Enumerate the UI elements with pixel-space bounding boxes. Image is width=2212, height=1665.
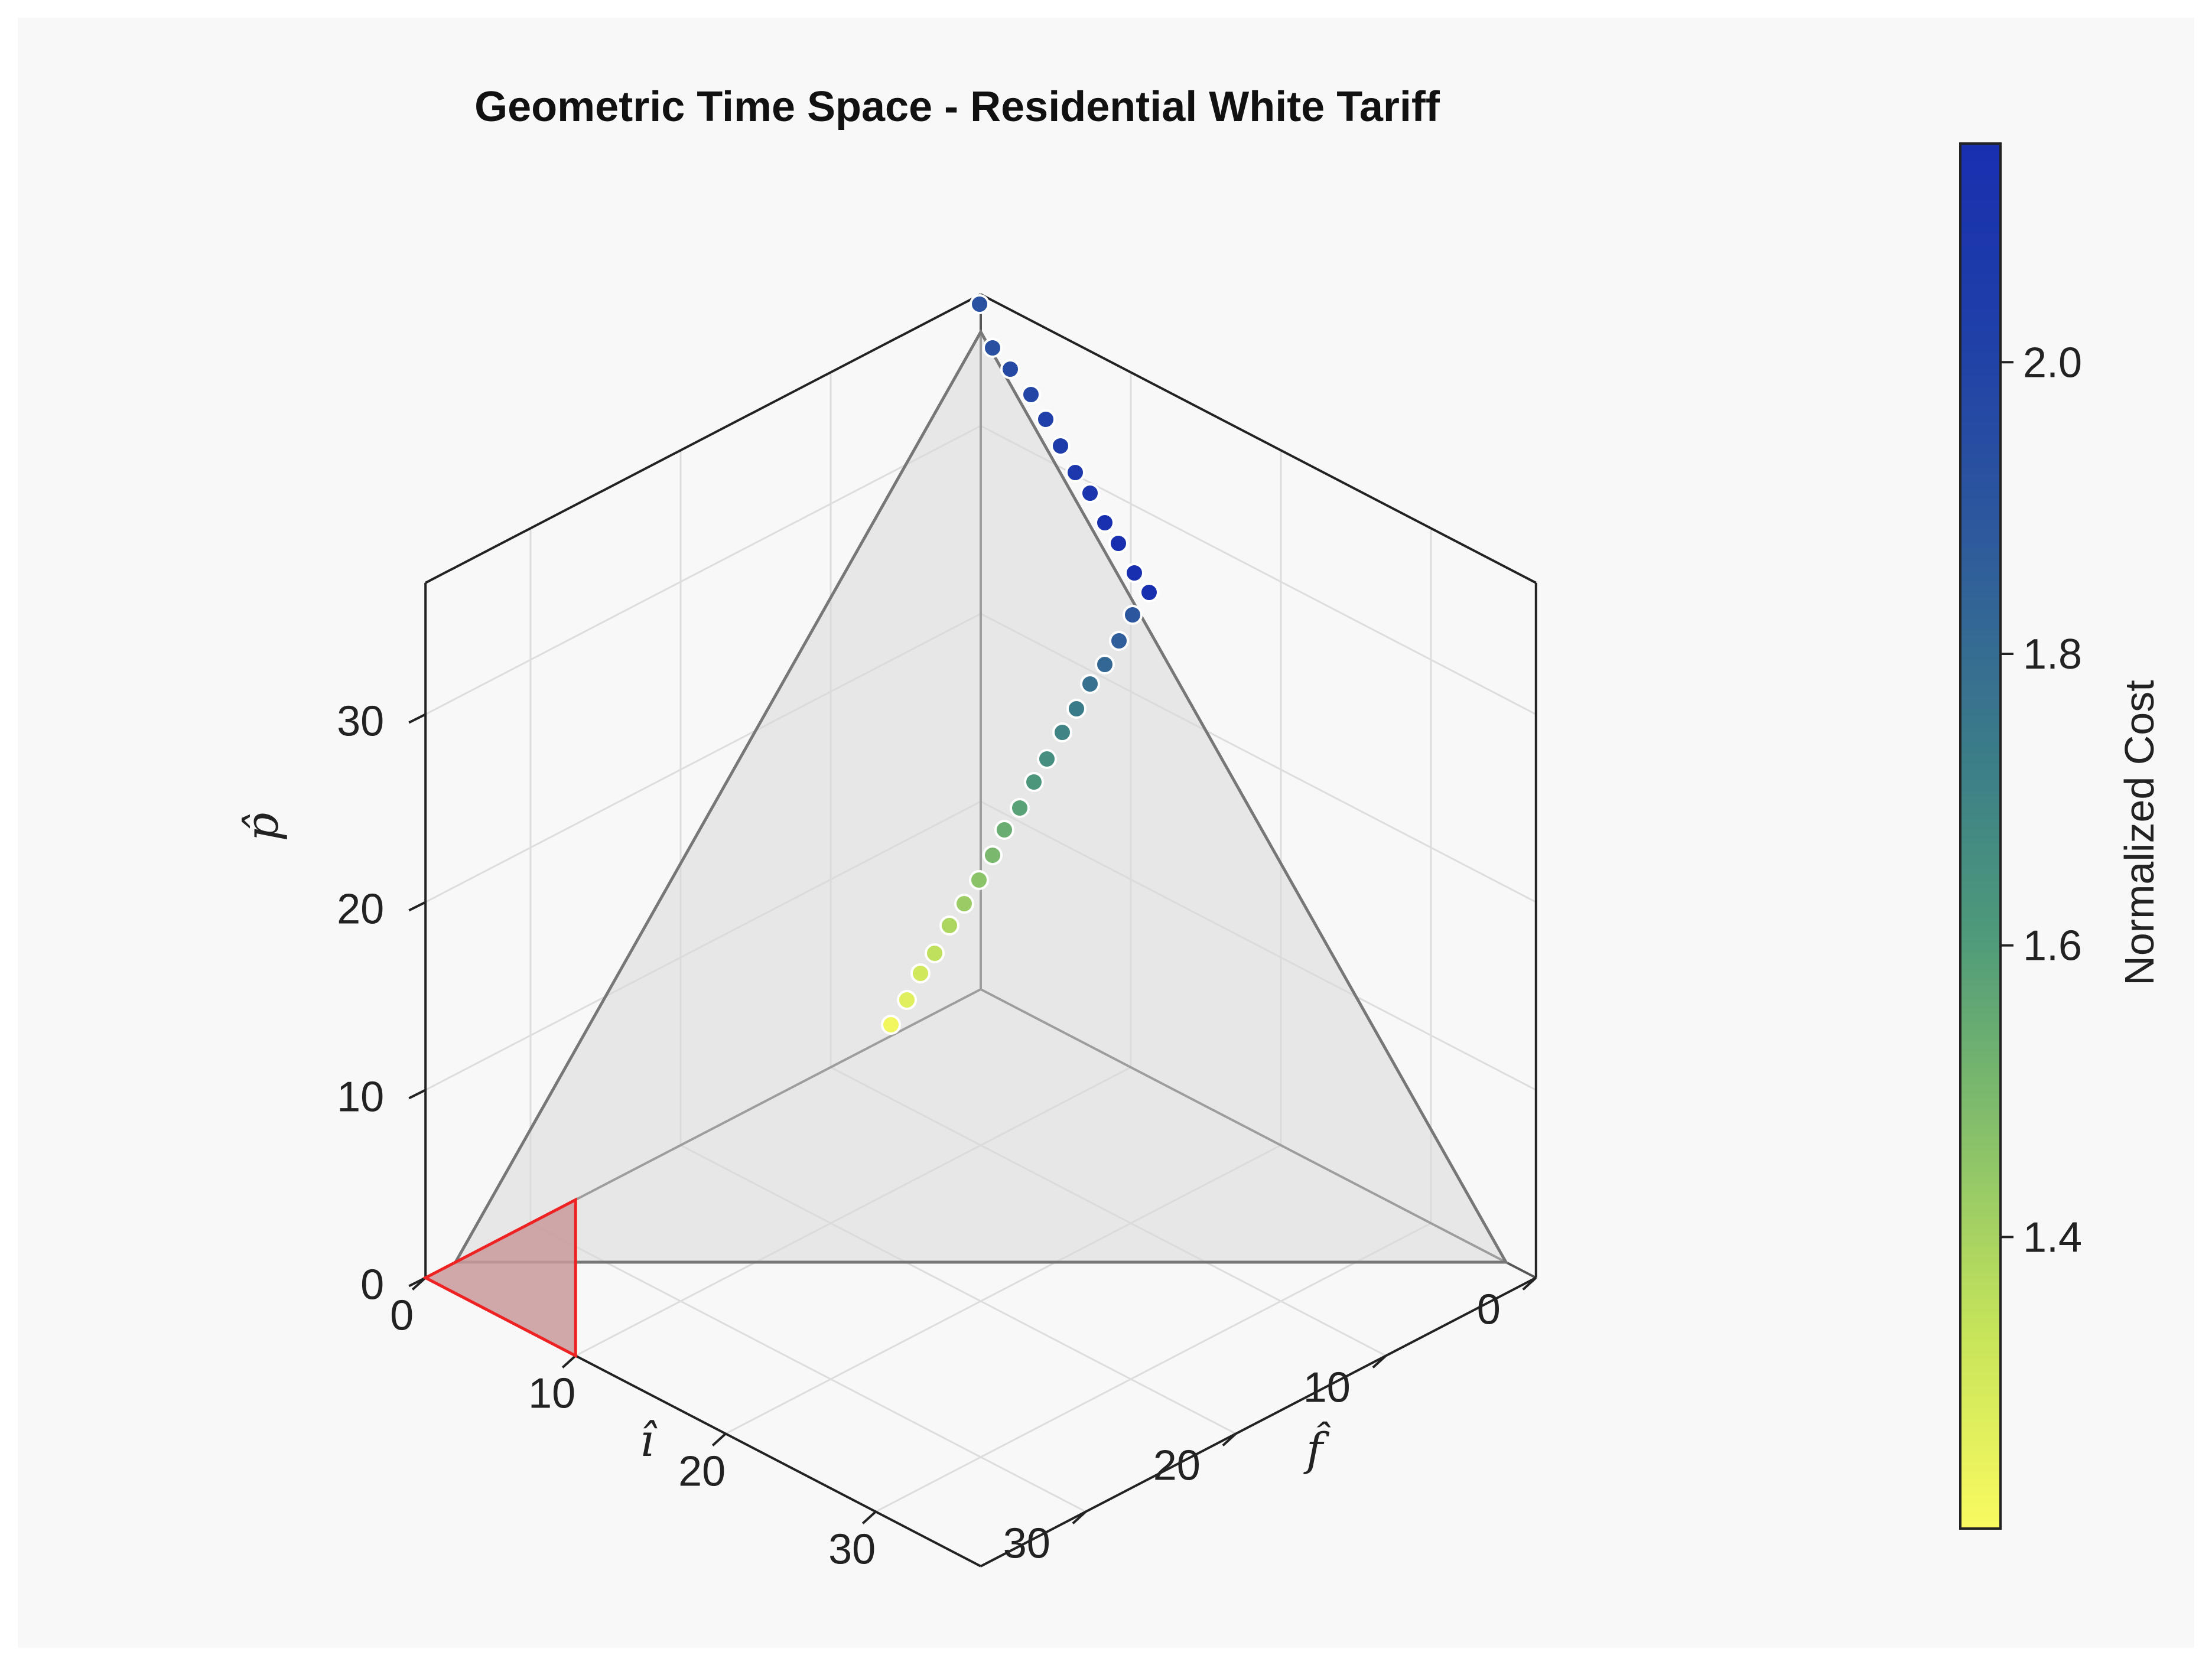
gridline [530, 1222, 1087, 1513]
data-point [954, 894, 974, 914]
simplex-layer [422, 328, 1509, 1358]
z-tick [408, 713, 427, 724]
y-tick [711, 1432, 727, 1446]
data-point [897, 990, 917, 1010]
x-tick [1372, 1354, 1387, 1369]
data-point [969, 870, 989, 890]
x-tick [1222, 1432, 1237, 1446]
z-tick-label: 10 [337, 1073, 384, 1120]
x-tick-label: 30 [1003, 1520, 1050, 1567]
data-point [1095, 654, 1115, 675]
data-point [1021, 385, 1041, 405]
data-point [910, 963, 931, 983]
data-point [983, 338, 1003, 358]
colorbar-tick-label: 1.6 [2023, 923, 2082, 970]
gridline [425, 425, 981, 715]
data-point [1024, 772, 1044, 792]
feasible-region [422, 1197, 577, 1358]
data-point [1108, 533, 1128, 553]
frame-bottom-f [980, 1276, 1537, 1568]
y-tick-label: 20 [678, 1448, 726, 1495]
y-tick [861, 1510, 877, 1524]
z-axis-label: p̂ [236, 813, 288, 842]
colorbar-tick-label: 2.0 [2023, 339, 2082, 386]
colorbar-label: Normalized Cost [2116, 680, 2162, 985]
y-tick-label: 0 [390, 1292, 414, 1339]
data-point [1095, 513, 1115, 533]
frame-top-right [980, 293, 1537, 584]
data-point [983, 845, 1003, 865]
points-layer [881, 294, 1159, 1035]
frame-top-left [425, 293, 981, 584]
colorbar: 2.0 1.8 1.6 1.4 Normalized Cost [1959, 142, 2162, 1530]
data-point [925, 943, 945, 963]
data-point [1037, 749, 1057, 769]
z-tick-label: 20 [337, 885, 384, 933]
y-tick [561, 1354, 577, 1369]
chart-title: Geometric Time Space - Residential White… [474, 83, 1440, 131]
data-point [1066, 699, 1087, 719]
data-point [1065, 462, 1085, 483]
data-point [1010, 798, 1030, 818]
y-tick-label: 10 [528, 1370, 575, 1417]
data-point [994, 820, 1014, 840]
y-tick-label: 30 [828, 1526, 876, 1573]
data-point [1124, 563, 1144, 583]
x-tick [1522, 1276, 1537, 1291]
z-tick [408, 901, 427, 912]
x-tick-label: 0 [1477, 1286, 1501, 1333]
gridline [875, 1222, 1432, 1513]
data-point [939, 915, 959, 936]
data-point [1052, 722, 1072, 742]
x-tick [1072, 1510, 1087, 1524]
data-point [1109, 631, 1129, 651]
data-point [1000, 359, 1020, 379]
z-tick-label: 0 [360, 1261, 384, 1308]
data-point [1080, 674, 1100, 694]
x-tick-label: 10 [1303, 1364, 1351, 1411]
data-point [881, 1015, 901, 1035]
z-tick [408, 1089, 427, 1100]
colorbar-tick-label: 1.4 [2023, 1214, 2082, 1261]
data-point [1123, 605, 1143, 625]
data-point [970, 294, 990, 314]
data-point [1080, 483, 1100, 503]
y-tick [411, 1276, 427, 1291]
data-point [1050, 436, 1071, 456]
colorbar-bar [1959, 142, 2002, 1530]
colorbar-tick-label: 1.8 [2023, 631, 2082, 678]
data-point [1036, 409, 1056, 429]
data-point [1139, 582, 1159, 602]
x-tick-label: 20 [1153, 1442, 1201, 1489]
z-tick-label: 30 [337, 698, 384, 745]
simplex-surface [453, 328, 1509, 1264]
